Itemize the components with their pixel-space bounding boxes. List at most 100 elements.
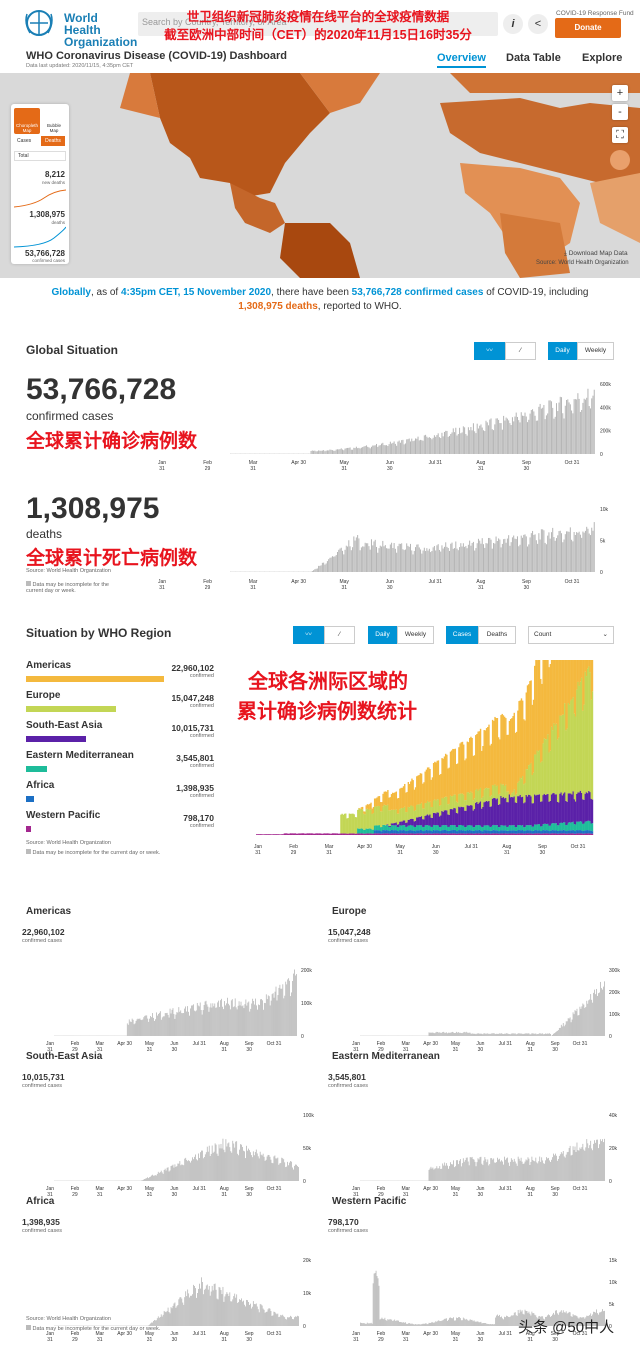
- bar: [519, 1033, 521, 1036]
- bar: [504, 538, 506, 572]
- region-cases-toggle[interactable]: Cases: [446, 626, 478, 644]
- bar: [542, 407, 544, 454]
- stacked-bar-segment: [574, 831, 577, 834]
- stacked-bar-segment: [402, 833, 405, 835]
- zoom-out-button[interactable]: -: [612, 104, 628, 120]
- stacked-bar-segment: [426, 825, 429, 831]
- bubble-tab[interactable]: Bubble Map: [42, 108, 66, 134]
- stacked-bar-segment: [453, 807, 455, 826]
- daily-toggle[interactable]: Daily: [548, 342, 577, 360]
- tab-overview[interactable]: Overview: [437, 52, 486, 68]
- stacked-bar-segment: [407, 781, 410, 807]
- stacked-bar-segment: [399, 809, 401, 822]
- small-chart-value: 10,015,731: [22, 1072, 65, 1082]
- region-metric-select[interactable]: Count ⌄: [528, 626, 614, 644]
- bar: [558, 1027, 560, 1036]
- weekly-toggle[interactable]: Weekly: [577, 342, 614, 360]
- bar: [489, 1033, 491, 1036]
- bar: [423, 1323, 425, 1326]
- stacked-bar-segment: [472, 810, 475, 828]
- stacked-bar-segment: [382, 833, 384, 835]
- bar: [568, 1311, 570, 1326]
- x-tick-label: Aug: [502, 844, 511, 850]
- bar: [267, 1154, 269, 1181]
- stacked-bar-segment: [573, 824, 576, 832]
- bar: [260, 1304, 262, 1326]
- stacked-bar-segment: [260, 834, 263, 835]
- stacked-bar-segment: [444, 825, 447, 831]
- stacked-bar-segment: [547, 734, 549, 794]
- bar: [134, 1023, 136, 1036]
- choropleth-tab[interactable]: Choropleth Map: [14, 108, 40, 134]
- download-map-data-link[interactable]: ⤓ Download Map Data: [564, 250, 628, 257]
- bar: [460, 1166, 462, 1181]
- bar: [549, 538, 551, 572]
- region-weekly-toggle[interactable]: Weekly: [397, 626, 434, 644]
- bar: [449, 435, 451, 454]
- stacked-bar-segment: [576, 793, 578, 822]
- who-logo-icon[interactable]: [24, 8, 60, 38]
- zoom-in-button[interactable]: +: [612, 85, 628, 101]
- metric-select[interactable]: Total: [14, 151, 66, 161]
- bar: [204, 1288, 206, 1326]
- bar: [258, 1004, 259, 1036]
- bar: [510, 542, 512, 572]
- bar: [569, 404, 571, 454]
- region-bar-toggle[interactable]: 〰: [293, 626, 324, 644]
- bar: [477, 538, 479, 572]
- x-tick-label: 31: [353, 1192, 359, 1198]
- bar: [277, 995, 279, 1036]
- region-line-toggle[interactable]: ⁄: [324, 626, 355, 644]
- stacked-bar-segment: [429, 830, 431, 834]
- bar: [508, 535, 510, 572]
- stacked-bar-segment: [532, 772, 535, 804]
- bar: [388, 1319, 390, 1326]
- share-icon[interactable]: <: [528, 14, 548, 34]
- stacked-bar-segment: [558, 737, 560, 803]
- deaths-toggle[interactable]: Deaths: [41, 136, 65, 146]
- chart-type-bar-toggle[interactable]: 〰: [474, 342, 505, 360]
- bar: [413, 1324, 415, 1326]
- chart-type-line-toggle[interactable]: ⁄: [505, 342, 536, 360]
- stacked-bar-segment: [401, 825, 404, 831]
- bar: [284, 1317, 286, 1326]
- bar: [523, 1163, 525, 1181]
- world-map[interactable]: [0, 73, 640, 278]
- stacked-bar-segment: [466, 805, 469, 826]
- stacked-bar-segment: [531, 826, 534, 832]
- bar: [152, 1174, 153, 1181]
- deaths-value: 1,308,975: [29, 210, 65, 219]
- bar: [344, 549, 346, 572]
- bar: [372, 1283, 374, 1326]
- stacked-bar-segment: [496, 825, 499, 831]
- fullscreen-icon[interactable]: ⛶: [612, 127, 628, 143]
- bar: [528, 1311, 530, 1326]
- stacked-bar-segment: [333, 833, 335, 835]
- bar: [578, 1150, 580, 1181]
- bar: [498, 419, 500, 454]
- bar: [293, 973, 294, 1036]
- tab-data-table[interactable]: Data Table: [506, 52, 561, 64]
- bar: [194, 1156, 195, 1181]
- info-button[interactable]: i: [503, 14, 523, 34]
- bar: [508, 1034, 510, 1036]
- bar: [582, 531, 584, 572]
- search-input[interactable]: [138, 12, 498, 36]
- legend-icon[interactable]: [610, 150, 630, 170]
- stacked-bar-segment: [573, 660, 576, 714]
- x-tick-label: Jun: [170, 1186, 178, 1192]
- bar: [375, 1270, 377, 1326]
- region-daily-toggle[interactable]: Daily: [368, 626, 397, 644]
- bar: [459, 1318, 461, 1326]
- donate-button[interactable]: Donate: [555, 18, 621, 38]
- stacked-bar-segment: [429, 801, 431, 815]
- stacked-bar-segment: [373, 806, 376, 826]
- tab-explore[interactable]: Explore: [582, 52, 623, 64]
- stacked-bar-segment: [472, 800, 475, 811]
- stacked-bar-segment: [467, 825, 470, 831]
- region-deaths-toggle[interactable]: Deaths: [478, 626, 516, 644]
- stacked-bar-segment: [491, 785, 494, 799]
- stacked-bar-segment: [571, 794, 573, 823]
- cases-toggle[interactable]: Cases: [17, 138, 32, 144]
